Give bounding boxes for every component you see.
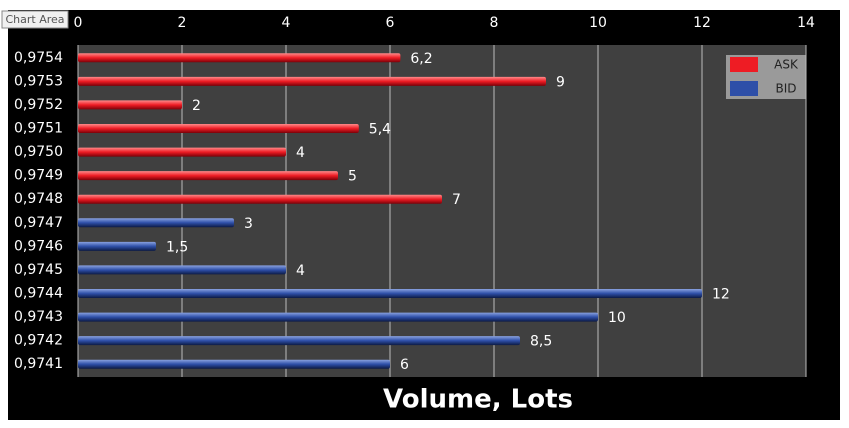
plot-area: [78, 45, 806, 377]
y-tick-label: 0,9746: [14, 238, 63, 254]
legend-label: ASK: [774, 58, 799, 72]
value-label: 4: [296, 145, 305, 161]
tooltip-box: [1, 10, 69, 29]
legend-swatch: [730, 81, 758, 96]
y-tick-label: 0,9750: [14, 144, 63, 160]
y-tick-label: 0,9749: [14, 168, 63, 184]
value-label: 10: [608, 310, 626, 326]
legend-label: BID: [775, 82, 796, 96]
x-tick-label: 0: [74, 15, 83, 31]
value-label: 12: [712, 287, 730, 303]
value-label: 3: [244, 216, 253, 232]
value-label: 4: [296, 263, 305, 279]
y-tick-label: 0,9745: [14, 262, 63, 278]
bar: [78, 265, 286, 275]
bar: [78, 53, 401, 63]
x-tick-label: 14: [797, 15, 815, 31]
bar: [78, 76, 546, 86]
value-label: 5,4: [369, 122, 391, 138]
bar: [78, 124, 359, 133]
bar: [78, 218, 234, 228]
x-tick-label: 8: [490, 15, 499, 31]
x-tick-label: 4: [282, 15, 291, 31]
y-tick-label: 0,9751: [14, 121, 63, 137]
tooltip: Chart Area: [5, 13, 64, 26]
value-label: 7: [452, 192, 461, 208]
y-tick-label: 0,9752: [14, 97, 63, 113]
bar: [78, 336, 520, 346]
y-tick-label: 0,9741: [14, 356, 63, 372]
y-tick-label: 0,9748: [14, 191, 63, 207]
bar: [78, 171, 338, 181]
bar: [78, 241, 156, 251]
x-axis-label: Volume, Lots: [383, 385, 573, 415]
bar: [78, 100, 182, 110]
bar: [78, 194, 442, 204]
y-tick-label: 0,9747: [14, 215, 63, 231]
y-tick-label: 0,9742: [14, 333, 63, 349]
y-tick-label: 0,9754: [14, 50, 63, 66]
x-tick-label: 6: [386, 15, 395, 31]
x-tick-label: 2: [178, 15, 187, 31]
x-tick-label: 12: [693, 15, 711, 31]
value-label: 6,2: [410, 51, 432, 67]
x-tick-label: 10: [589, 15, 607, 31]
bar: [78, 289, 702, 298]
bar: [78, 312, 598, 322]
y-tick-label: 0,9744: [14, 286, 63, 302]
value-label: 1,5: [166, 239, 188, 255]
value-label: 8,5: [530, 334, 552, 350]
value-label: 5: [348, 169, 357, 185]
legend-swatch: [730, 57, 758, 72]
value-label: 2: [192, 98, 201, 114]
y-tick-label: 0,9753: [14, 73, 63, 89]
y-tick-label: 0,9743: [14, 309, 63, 325]
value-label: 9: [556, 74, 565, 90]
bar: [78, 147, 286, 157]
value-label: 6: [400, 357, 409, 373]
bar: [78, 359, 390, 369]
